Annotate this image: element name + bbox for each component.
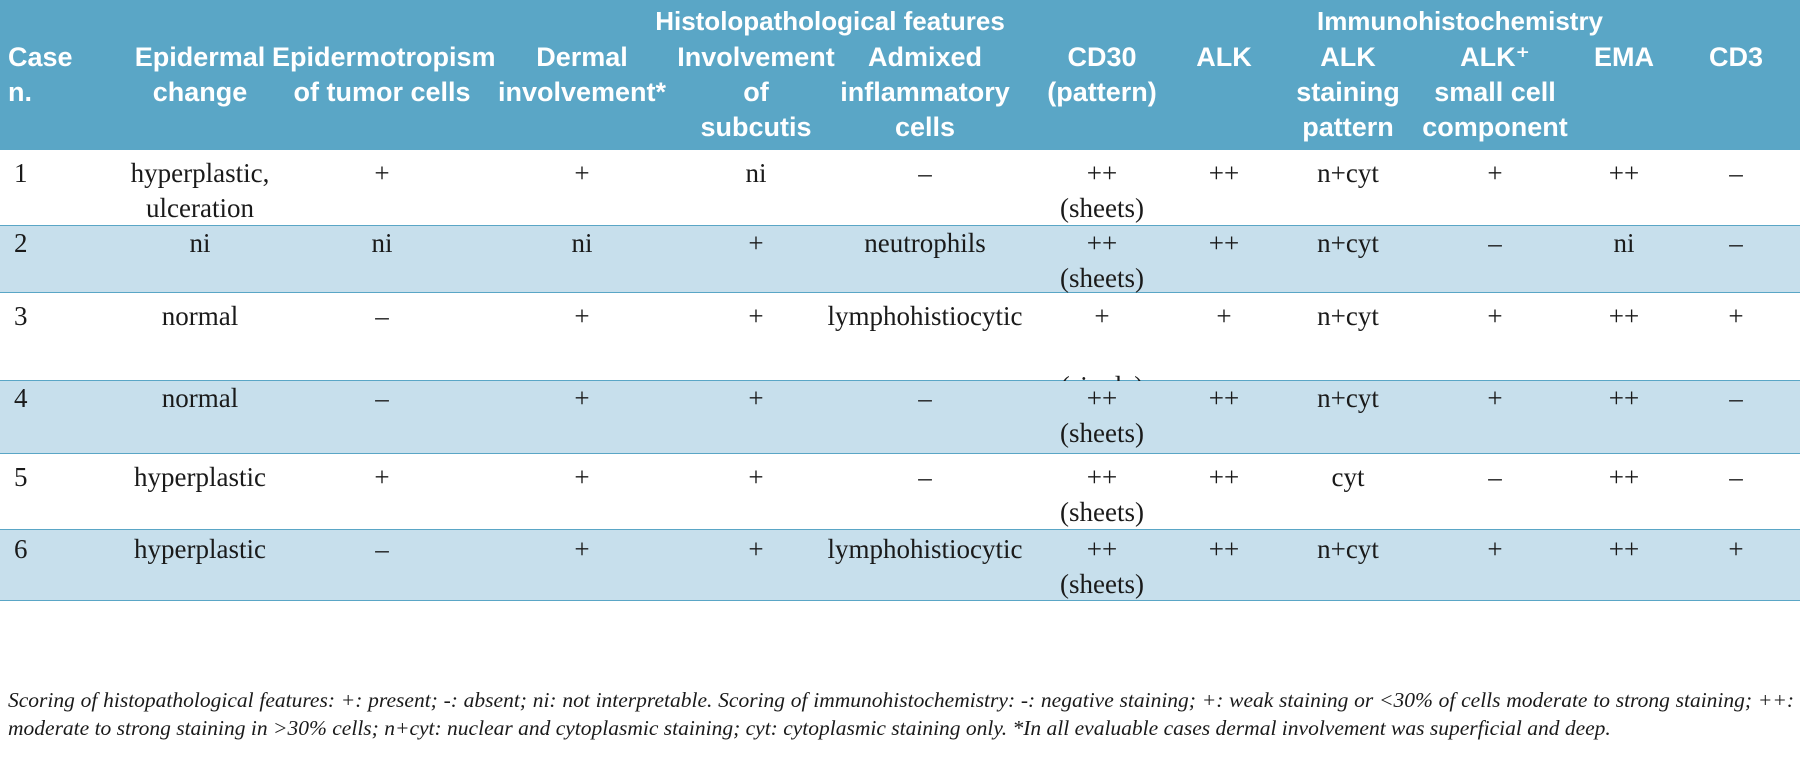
column-header: Epidermal change [134, 42, 266, 107]
table-cell: + [1728, 534, 1744, 564]
table-cell: – [1729, 462, 1743, 492]
table-cell: ni [745, 158, 767, 188]
table-cell: ni [189, 228, 211, 258]
table-cell: + [748, 462, 764, 492]
table-cell: 5 [14, 462, 28, 492]
table-cell: cyt [1331, 462, 1365, 492]
data-table: Histolopathological features Immunohisto… [0, 0, 1800, 601]
table-cell: ++ [1208, 383, 1240, 413]
table-cell: ++ [1208, 462, 1240, 492]
column-header: Epidermotropism of tumor cells [272, 42, 496, 107]
table-cell: 2 [14, 228, 28, 258]
column-header: ALK⁺ small cell component [1422, 42, 1568, 142]
column-header: Case n. [8, 42, 73, 107]
table-cell: ni [571, 228, 593, 258]
table-cell: ++ [1208, 228, 1240, 258]
table-cell: ++ (sheets) [1060, 462, 1144, 527]
table-cell: ++ (sheets) [1060, 383, 1144, 448]
table-cell: – [918, 462, 932, 492]
table-cell: lymphohistiocytic [827, 534, 1023, 564]
table-cell: + [1487, 383, 1503, 413]
table-cell: n+cyt [1317, 228, 1379, 258]
table-cell: – [375, 383, 389, 413]
table-cell: hyperplastic [134, 462, 266, 492]
table-cell: lymphohistiocytic [827, 301, 1023, 331]
table-cell: – [918, 158, 932, 188]
column-header: CD30 (pattern) [1047, 42, 1157, 107]
table-cell: + [1728, 301, 1744, 331]
column-header: Admixed inflammatory cells [840, 42, 1010, 142]
table-cell: + [1487, 534, 1503, 564]
table-row: 1 hyperplastic, ulceration + + ni – ++ (sheets… [0, 150, 1800, 226]
table-cell: hyperplastic [134, 534, 266, 564]
table-cell: – [1729, 158, 1743, 188]
table-cell: ni [371, 228, 393, 258]
table-cell: – [1488, 462, 1502, 492]
table-cell: – [1729, 383, 1743, 413]
table-cell: normal [161, 383, 239, 413]
table-cell: ni [1613, 228, 1635, 258]
table-cell: n+cyt [1317, 534, 1379, 564]
table-cell: + [748, 534, 764, 564]
table-body: 1 hyperplastic, ulceration + + ni – ++ (sheets… [0, 150, 1800, 601]
table-cell: n+cyt [1317, 383, 1379, 413]
table-cell: + [748, 301, 764, 331]
table-cell: + [574, 383, 590, 413]
table-cell: + [1216, 301, 1232, 331]
table-cell: ++ (sheets) [1060, 534, 1144, 599]
table-header: Histolopathological features Immunohisto… [0, 0, 1800, 150]
column-header: EMA [1594, 42, 1654, 72]
table-cell: ++ (sheets) [1060, 158, 1144, 223]
table-cell: + [1487, 301, 1503, 331]
table-cell: n+cyt [1317, 301, 1379, 331]
table-row: 2 ni ni ni + neutrophils ++ (sheets) ++ n+cyt – ni… [0, 226, 1800, 293]
table-cell: normal [161, 301, 239, 331]
group-header-immunohistochemistry: Immunohistochemistry [1316, 6, 1604, 36]
table-cell: – [1729, 228, 1743, 258]
column-header: ALK [1196, 42, 1252, 72]
table-cell: – [375, 534, 389, 564]
table-cell: + [574, 301, 590, 331]
table-cell: hyperplastic, ulceration [130, 158, 270, 223]
table-cell: 1 [14, 158, 28, 188]
table-cell: + [748, 383, 764, 413]
table-cell: 6 [14, 534, 28, 564]
column-header: ALK staining pattern [1296, 42, 1400, 142]
table-cell: ++ (sheets) [1060, 228, 1144, 293]
column-header: Involvement of subcutis [677, 42, 835, 142]
table-row: 6 hyperplastic – + + lymphohistiocytic ++ (she… [0, 530, 1800, 601]
table-cell: – [918, 383, 932, 413]
table-cell: – [1488, 228, 1502, 258]
group-header-histopathology: Histolopathological features [655, 6, 1005, 36]
table-cell: ++ [1608, 534, 1640, 564]
table-cell: + [374, 462, 390, 492]
table-cell: n+cyt [1317, 158, 1379, 188]
table-cell: ++ [1608, 158, 1640, 188]
table-cell: + [748, 228, 764, 258]
table-cell: + [574, 462, 590, 492]
table-cell: + [1487, 158, 1503, 188]
table-row: 5 hyperplastic + + + – ++ (sheets) ++ cyt – ++ – [0, 454, 1800, 530]
table-footnote: Scoring of histopathological features: +… [8, 688, 1794, 740]
table-row: 4 normal – + + – ++ (sheets) ++ n+cyt + ++ – [0, 381, 1800, 454]
table-cell: ++ [1608, 301, 1640, 331]
table-cell: 4 [14, 383, 28, 413]
table-cell: ++ [1608, 462, 1640, 492]
table-cell: ++ [1208, 158, 1240, 188]
table-cell: – [375, 301, 389, 331]
table-cell: 3 [14, 301, 28, 331]
column-header: Dermal involvement* [497, 42, 667, 107]
table-cell: neutrophils [864, 228, 986, 258]
table-cell: + [574, 158, 590, 188]
table-cell: + [574, 534, 590, 564]
column-header: CD3 [1708, 42, 1763, 72]
table-cell: ++ [1608, 383, 1640, 413]
table-cell: ++ [1208, 534, 1240, 564]
table-cell: + [374, 158, 390, 188]
